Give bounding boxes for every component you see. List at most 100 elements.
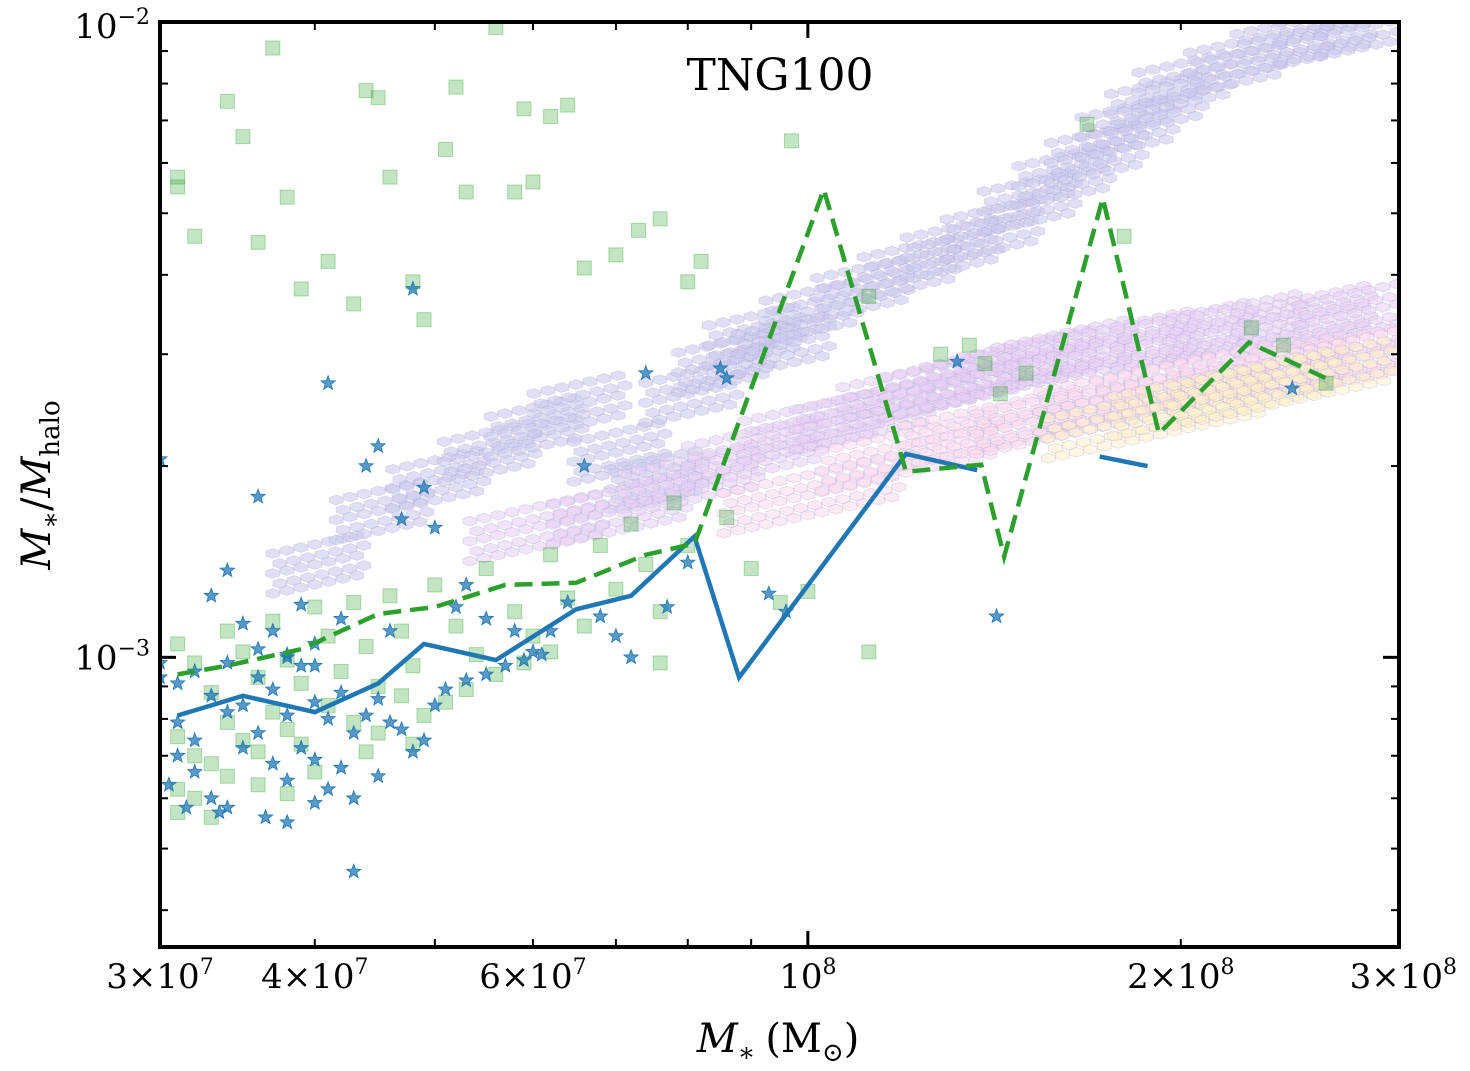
blue-star-point bbox=[988, 607, 1005, 624]
hexbin-cell bbox=[645, 482, 661, 494]
hexbin-cell bbox=[802, 400, 818, 412]
hexbin-cell bbox=[1404, 316, 1418, 326]
hexbin-cell bbox=[737, 455, 753, 467]
green-square-point bbox=[543, 547, 559, 563]
hexbin-cell bbox=[476, 552, 492, 564]
hexbin-cell bbox=[1102, 334, 1118, 346]
hexbin-cell bbox=[1165, 124, 1181, 135]
hexbin-cell bbox=[1315, 8, 1329, 18]
hexbin-cell bbox=[568, 399, 584, 410]
hexbin-cell bbox=[533, 418, 549, 429]
hexbin-cell bbox=[1074, 397, 1090, 409]
hexbin-cell bbox=[566, 436, 582, 448]
hexbin-cell bbox=[779, 349, 795, 361]
hexbin-cell bbox=[1096, 440, 1112, 452]
hexbin-cell bbox=[580, 433, 596, 445]
hexbin-cell bbox=[1203, 326, 1219, 338]
blue-star-point bbox=[437, 680, 454, 697]
hexbin-cell bbox=[1354, 42, 1370, 53]
hexbin-cell bbox=[786, 289, 802, 301]
blue-star-point bbox=[637, 364, 655, 381]
hexbin-cell bbox=[328, 566, 344, 577]
hexbin-cell bbox=[1004, 379, 1020, 391]
hexbin-cell bbox=[1354, 22, 1370, 33]
hexbin-cell bbox=[926, 276, 942, 288]
hexbin-cell bbox=[1121, 407, 1137, 419]
hexbin-cell bbox=[476, 512, 492, 524]
hexbin-cell bbox=[652, 374, 668, 386]
hexbin-cell bbox=[314, 569, 330, 580]
hexbin-cell bbox=[932, 444, 948, 455]
hexbin-cell bbox=[1306, 390, 1322, 402]
hexbin-cell bbox=[744, 501, 760, 513]
hexbin-cell bbox=[729, 389, 745, 401]
hexbin-cell bbox=[1107, 430, 1123, 442]
blue-star-point bbox=[249, 724, 267, 741]
hexbin-cell bbox=[1319, 313, 1335, 325]
hexbin-cell bbox=[1355, 3, 1369, 13]
hexbin-cell bbox=[1124, 95, 1140, 107]
hexbin-cell bbox=[554, 382, 570, 393]
hexbin-cell bbox=[1145, 348, 1161, 360]
hexbin-cell bbox=[1364, 9, 1378, 19]
hexbin-cell bbox=[809, 312, 825, 324]
hexbin-cell bbox=[279, 545, 295, 556]
hexbin-cell bbox=[1222, 388, 1238, 400]
hexbin-cell bbox=[1096, 385, 1112, 397]
hexbin-cell bbox=[1096, 420, 1112, 432]
hexbin-cell bbox=[1458, 331, 1470, 341]
hexbin-cell bbox=[650, 438, 666, 450]
hexbin-cell bbox=[413, 457, 429, 469]
blue-star-point bbox=[234, 696, 252, 713]
hexbin-cell bbox=[976, 206, 992, 217]
hexbin-cell bbox=[1402, 363, 1416, 373]
hexbin-cell bbox=[552, 529, 568, 540]
green-square-point bbox=[320, 253, 336, 269]
green-square-point bbox=[219, 623, 235, 639]
hexbin-cell bbox=[795, 433, 811, 445]
hexbin-cell bbox=[265, 548, 281, 559]
hexbin-cell bbox=[1423, 330, 1437, 340]
hexbin-cell bbox=[1025, 416, 1041, 428]
hexbin-cell bbox=[1095, 344, 1111, 356]
hexbin-cell bbox=[946, 223, 962, 235]
blue-star-point bbox=[249, 640, 267, 657]
hexbin-cell bbox=[1089, 375, 1105, 387]
hexbin-cell bbox=[758, 295, 774, 307]
blue-star-point bbox=[257, 808, 274, 825]
hexbin-cell bbox=[1135, 424, 1151, 436]
hexbin-cell bbox=[1018, 217, 1034, 228]
hexbin-cell bbox=[842, 317, 858, 329]
hexbin-cell bbox=[995, 241, 1011, 253]
hexbin-cell bbox=[1230, 307, 1246, 319]
hexbin-cell bbox=[863, 415, 879, 427]
hexbin-cell bbox=[1451, 324, 1465, 334]
hexbin-cell bbox=[1229, 28, 1245, 40]
hexbin-cell bbox=[802, 420, 818, 432]
hexbin-cell bbox=[455, 488, 471, 500]
hexbin-cell bbox=[307, 579, 323, 590]
hexbin-cell bbox=[1016, 228, 1032, 240]
hexbin-cell bbox=[1011, 160, 1027, 172]
hexbin-cell bbox=[1159, 116, 1175, 128]
hexbin-cell bbox=[1159, 61, 1175, 72]
hexbin-cell bbox=[657, 515, 673, 526]
hexbin-cell bbox=[743, 310, 759, 322]
hexbin-cell bbox=[939, 411, 955, 422]
hexbin-cell bbox=[997, 422, 1013, 434]
hexbin-cell bbox=[610, 390, 626, 401]
hexbin-cell bbox=[1203, 306, 1219, 318]
hexbin-cell bbox=[692, 374, 707, 385]
green-square-point bbox=[861, 644, 877, 660]
hexbin-cell bbox=[554, 422, 570, 433]
green-square-point bbox=[525, 174, 541, 190]
hexbin-cell bbox=[1189, 329, 1205, 341]
hexbin-cell bbox=[983, 254, 999, 265]
hexbin-cell bbox=[772, 339, 788, 351]
hexbin-cell bbox=[863, 375, 879, 387]
hexbin-cell bbox=[730, 368, 746, 380]
hexbin-cell bbox=[1121, 427, 1137, 439]
blue-star-point bbox=[332, 759, 350, 775]
hexbin-cell bbox=[802, 440, 818, 452]
hexbin-cell bbox=[580, 473, 596, 485]
